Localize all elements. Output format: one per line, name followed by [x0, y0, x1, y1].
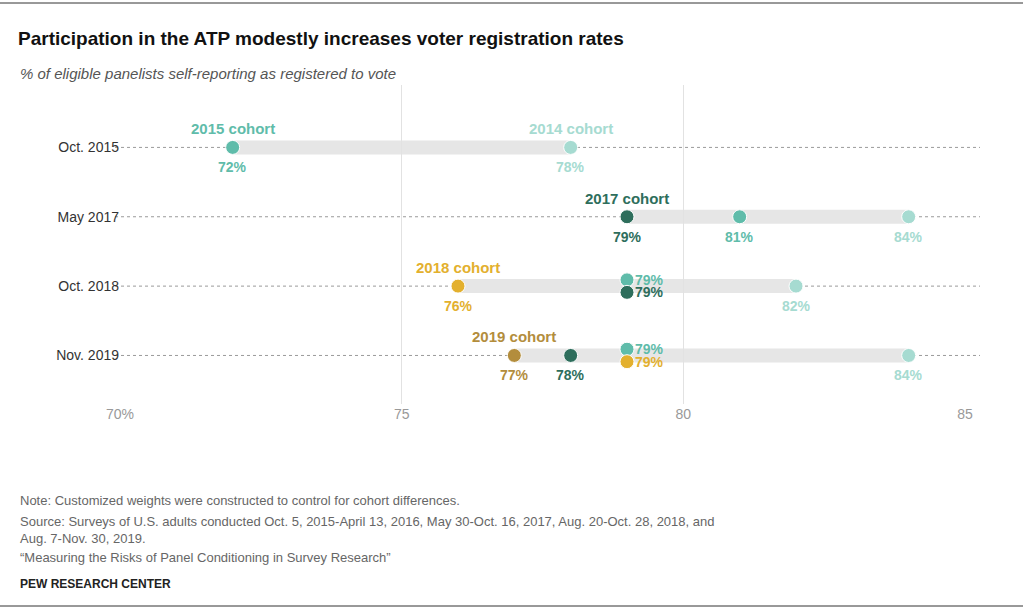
svg-text:79%: 79% — [635, 354, 664, 370]
svg-text:Participation in the ATP modes: Participation in the ATP modestly increa… — [18, 28, 624, 49]
svg-text:2017 cohort: 2017 cohort — [585, 190, 669, 207]
svg-text:81%: 81% — [725, 229, 754, 245]
svg-text:% of eligible panelists self-r: % of eligible panelists self-reporting a… — [20, 65, 396, 82]
svg-text:84%: 84% — [894, 367, 923, 383]
svg-text:79%: 79% — [635, 284, 664, 300]
svg-text:84%: 84% — [894, 229, 923, 245]
svg-text:85: 85 — [957, 406, 973, 422]
svg-text:79%: 79% — [635, 272, 664, 288]
svg-text:70%: 70% — [106, 406, 134, 422]
svg-text:PEW RESEARCH CENTER: PEW RESEARCH CENTER — [20, 577, 171, 591]
svg-text:2018 cohort: 2018 cohort — [416, 259, 500, 276]
svg-text:80: 80 — [676, 406, 692, 422]
svg-text:Note: Customized weights were: Note: Customized weights were constructe… — [20, 493, 460, 508]
svg-text:“Measuring the Risks of Panel: “Measuring the Risks of Panel Conditioni… — [20, 550, 391, 565]
svg-text:2014 cohort: 2014 cohort — [529, 120, 613, 137]
svg-text:Source: Surveys of U.S. adults: Source: Surveys of U.S. adults conducted… — [20, 514, 714, 546]
svg-text:79%: 79% — [613, 229, 642, 245]
svg-text:76%: 76% — [444, 298, 473, 314]
svg-text:78%: 78% — [556, 159, 585, 175]
svg-text:77%: 77% — [500, 367, 529, 383]
svg-text:82%: 82% — [782, 298, 811, 314]
svg-text:Oct. 2018: Oct. 2018 — [58, 278, 119, 294]
svg-text:May 2017: May 2017 — [58, 209, 120, 225]
svg-text:79%: 79% — [635, 341, 664, 357]
svg-text:75: 75 — [394, 406, 410, 422]
svg-text:Nov. 2019: Nov. 2019 — [56, 347, 119, 363]
svg-text:2015 cohort: 2015 cohort — [191, 120, 275, 137]
svg-text:78%: 78% — [556, 367, 585, 383]
svg-text:2019 cohort: 2019 cohort — [472, 328, 556, 345]
svg-text:Oct. 2015: Oct. 2015 — [58, 139, 119, 155]
svg-text:72%: 72% — [218, 159, 247, 175]
